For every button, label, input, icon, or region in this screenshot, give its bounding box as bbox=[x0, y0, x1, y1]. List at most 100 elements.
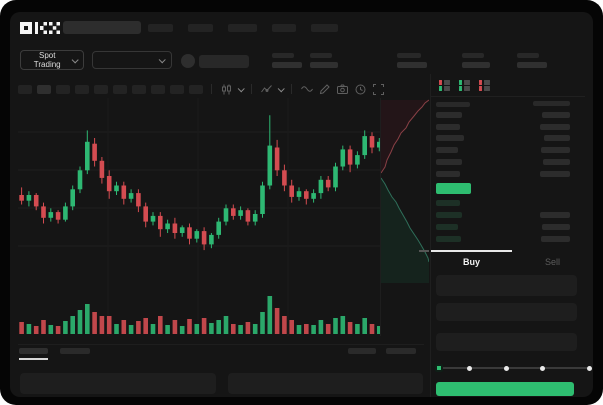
nav-item[interactable] bbox=[228, 24, 257, 32]
pair-selector-dropdown[interactable] bbox=[92, 51, 172, 69]
bid-price-placeholder[interactable] bbox=[436, 212, 462, 218]
icon-row bbox=[479, 82, 490, 86]
buy-button[interactable] bbox=[436, 382, 574, 396]
bottom-tab-active[interactable] bbox=[19, 348, 48, 354]
orderbook-view-both-icon[interactable] bbox=[438, 79, 451, 92]
icon-line bbox=[483, 85, 490, 89]
icon-dot bbox=[439, 82, 442, 86]
tab-buy[interactable]: Buy bbox=[431, 250, 512, 272]
slider-stop[interactable] bbox=[466, 365, 472, 371]
candlestick-chart-canvas[interactable] bbox=[18, 98, 380, 336]
camera-icon[interactable] bbox=[336, 83, 349, 96]
timeframe-pill[interactable] bbox=[189, 84, 203, 94]
ask-price-placeholder[interactable] bbox=[436, 135, 464, 142]
expand-icon[interactable] bbox=[372, 83, 385, 96]
slider-stop[interactable] bbox=[586, 365, 592, 371]
ticker-stat bbox=[397, 52, 427, 68]
timeframe-pill[interactable] bbox=[75, 84, 89, 94]
clock-icon[interactable] bbox=[354, 83, 367, 96]
divider bbox=[18, 344, 424, 345]
nav-item[interactable] bbox=[148, 24, 173, 32]
divider bbox=[211, 84, 212, 94]
ask-price-placeholder[interactable] bbox=[436, 147, 458, 154]
icon-line bbox=[483, 80, 490, 83]
ask-price-placeholder[interactable] bbox=[436, 123, 460, 130]
bid-price-placeholder[interactable] bbox=[436, 224, 458, 230]
chevron-down-icon[interactable] bbox=[237, 84, 245, 92]
ask-price-placeholder[interactable] bbox=[436, 112, 462, 118]
timeframe-pill[interactable] bbox=[170, 84, 184, 94]
chevron-down-icon bbox=[158, 55, 166, 63]
stat-label-placeholder bbox=[517, 53, 539, 58]
chevron-down-icon[interactable] bbox=[277, 84, 285, 92]
tab-sell[interactable]: Sell bbox=[544, 257, 560, 267]
icon-dot bbox=[439, 85, 442, 89]
chevron-down-icon bbox=[72, 55, 79, 63]
ask-price-placeholder[interactable] bbox=[436, 158, 462, 165]
bid-amount-placeholder[interactable] bbox=[540, 212, 570, 218]
bid-amount-placeholder[interactable] bbox=[541, 236, 570, 242]
stat-value-placeholder bbox=[462, 62, 490, 68]
stat-label-placeholder bbox=[397, 53, 421, 58]
ask-amount-placeholder[interactable] bbox=[541, 147, 570, 154]
bottom-action-pill[interactable] bbox=[386, 348, 416, 354]
market-type-dropdown[interactable]: Spot Trading bbox=[20, 50, 84, 70]
ticker-stat bbox=[517, 52, 547, 68]
order-input-field[interactable] bbox=[436, 333, 577, 351]
ask-amount-placeholder[interactable] bbox=[544, 135, 570, 142]
timeframe-pill[interactable] bbox=[132, 84, 146, 94]
icon-dot bbox=[459, 88, 462, 91]
timeframe-pill[interactable] bbox=[56, 84, 70, 94]
timeframe-pill[interactable] bbox=[113, 84, 127, 94]
orderbook-trade-panel: Buy Sell bbox=[430, 74, 593, 397]
stat-label-placeholder bbox=[272, 53, 294, 58]
timeframe-pills bbox=[18, 84, 203, 94]
icon-row bbox=[459, 85, 470, 89]
chart-toolbar bbox=[18, 82, 385, 96]
bottom-action-pill[interactable] bbox=[348, 348, 376, 354]
ask-amount-placeholder[interactable] bbox=[543, 158, 570, 165]
orderbook-view-bids-icon[interactable] bbox=[458, 79, 471, 92]
search-input[interactable] bbox=[63, 21, 141, 34]
bid-price-placeholder[interactable] bbox=[436, 236, 461, 242]
nav-item[interactable] bbox=[272, 24, 296, 32]
ask-amount-placeholder[interactable] bbox=[540, 123, 570, 130]
timeframe-pill[interactable] bbox=[94, 84, 108, 94]
icon-dot bbox=[479, 88, 482, 91]
indicator-icon[interactable] bbox=[260, 83, 273, 96]
candle-style-icon[interactable] bbox=[220, 83, 233, 96]
timeframe-pill[interactable] bbox=[18, 84, 32, 94]
stat-label-placeholder bbox=[310, 53, 332, 58]
order-input-field[interactable] bbox=[436, 275, 577, 296]
coin-avatar bbox=[181, 54, 195, 68]
ask-price-placeholder[interactable] bbox=[436, 170, 460, 177]
orderbook-view-asks-icon[interactable] bbox=[478, 79, 491, 92]
orders-table-placeholder bbox=[228, 373, 423, 394]
timeframe-pill[interactable] bbox=[151, 84, 165, 94]
nav-item[interactable] bbox=[188, 24, 213, 32]
divider bbox=[431, 96, 585, 97]
wave-icon[interactable] bbox=[300, 83, 313, 96]
slider-stop[interactable] bbox=[539, 365, 545, 371]
bid-price-placeholder[interactable] bbox=[436, 200, 460, 206]
draw-icon[interactable] bbox=[318, 83, 331, 96]
icon-line bbox=[483, 88, 490, 91]
bid-amount-placeholder[interactable] bbox=[542, 224, 570, 230]
okx-logo[interactable] bbox=[20, 21, 60, 35]
ask-amount-placeholder[interactable] bbox=[542, 112, 570, 118]
orderbook-header-amount bbox=[533, 101, 570, 106]
icon-line bbox=[463, 82, 470, 86]
last-price-badge[interactable] bbox=[436, 183, 471, 194]
order-input-field[interactable] bbox=[436, 303, 577, 321]
slider-handle[interactable] bbox=[435, 364, 443, 372]
app-window: Spot Trading bbox=[10, 12, 593, 397]
ask-amount-placeholder[interactable] bbox=[540, 170, 570, 177]
amount-slider[interactable] bbox=[435, 364, 592, 372]
nav-item[interactable] bbox=[311, 24, 338, 32]
slider-stop[interactable] bbox=[503, 365, 509, 371]
timeframe-pill[interactable] bbox=[37, 84, 51, 94]
orderbook-view-toggles bbox=[438, 79, 491, 92]
bottom-tab[interactable] bbox=[60, 348, 90, 354]
stat-value-placeholder bbox=[310, 62, 338, 68]
